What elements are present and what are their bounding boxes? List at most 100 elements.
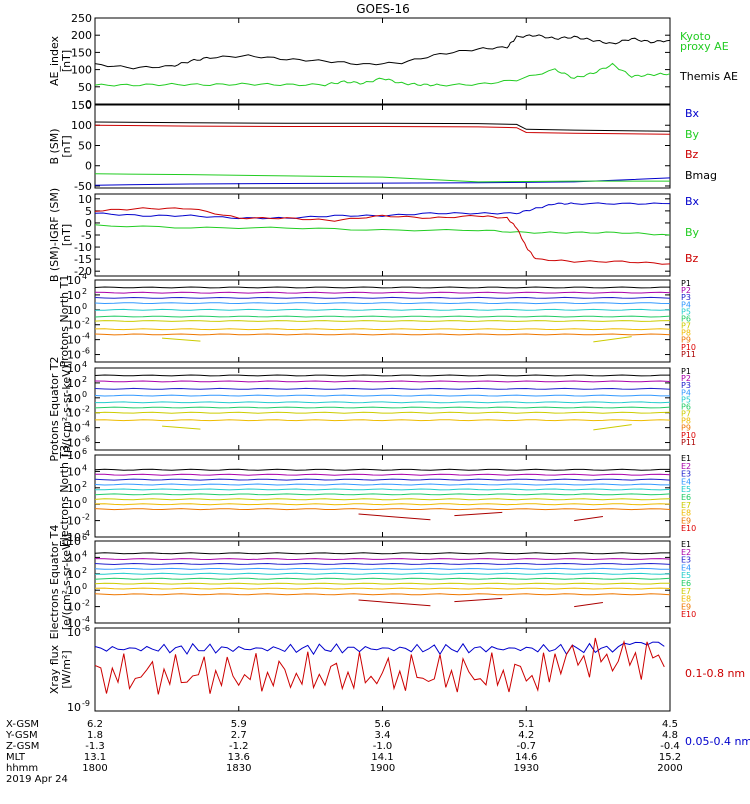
flux-line-5-1 (95, 473, 671, 476)
ytick-exp-6-2: 0 (82, 582, 87, 591)
channel-label-5-6: E7 (681, 501, 691, 510)
flux-line-3-7 (94, 328, 671, 331)
series-line-igrf-1 (94, 224, 671, 236)
series-line-bsm-2 (94, 124, 671, 135)
legend-label-ae-0: Kyoto (680, 30, 711, 43)
legend-label-igrf-1: By (685, 226, 700, 239)
channel-label-5-4: E5 (681, 485, 691, 494)
ytick-label-2-6: 10 (78, 193, 92, 206)
channel-label-6-7: E8 (681, 595, 691, 604)
channel-label-4-9: P10 (681, 431, 696, 440)
panel-frame-2 (94, 193, 671, 277)
orbit-row-label-3: MLT (6, 752, 26, 763)
flux-line-6-7 (94, 587, 671, 590)
ytick-exp-4-0: -6 (82, 435, 90, 444)
orbit-value-3-3: 14.6 (515, 752, 537, 763)
flux-line-3-8 (94, 333, 671, 336)
ytick-label-0-4: 200 (71, 29, 92, 42)
orbit-value-2-2: -1.0 (373, 741, 393, 752)
ytick-label-2-4: 0 (85, 217, 92, 230)
ytick-label-6-3: 10 (67, 568, 81, 581)
ytick-label-4-4: 10 (67, 377, 81, 390)
channel-label-5-8: E9 (681, 516, 691, 525)
ytick-label-2-2: -10 (74, 241, 92, 254)
ytick-exp-5-3: 2 (82, 480, 87, 489)
panel-frame-4 (94, 367, 671, 451)
ytick-label-0-2: 100 (71, 64, 92, 77)
ytick-label-0-5: 250 (71, 12, 92, 25)
orbit-value-1-3: 4.2 (518, 730, 534, 741)
orbit-value-4-3: 1930 (514, 763, 539, 774)
orbit-value-4-4: 2000 (657, 763, 682, 774)
ytick-label-1-1: 0 (85, 160, 92, 173)
orbit-value-1-1: 2.7 (231, 730, 247, 741)
flux-line-6-1 (94, 558, 671, 561)
ylabel-unit-0: [nT] (60, 50, 73, 72)
panel-frame-0 (94, 17, 671, 105)
orbit-value-4-1: 1830 (226, 763, 251, 774)
ytick-label-6-2: 10 (67, 584, 81, 597)
ytick-exp-6-0: -4 (82, 615, 90, 624)
ytick-label-1-0: -50 (74, 180, 92, 193)
channel-label-6-4: E5 (681, 571, 691, 580)
ytick-label-1-4: 150 (71, 99, 92, 112)
flux-line-6-0 (94, 552, 670, 555)
orbit-value-2-1: -1.2 (229, 741, 249, 752)
ylabel-7: Xray flux (48, 644, 61, 694)
flux-segment-4-1 (593, 424, 632, 431)
orbit-value-1-4: 4.8 (662, 730, 678, 741)
flux-segment-5-2 (574, 516, 603, 522)
channel-label-6-1: E2 (681, 548, 691, 557)
channel-label-3-0: P1 (681, 279, 691, 288)
orbit-value-4-2: 1900 (370, 763, 395, 774)
ytick-exp-5-0: -4 (82, 529, 90, 538)
orbit-value-0-4: 4.5 (662, 719, 678, 730)
ytick-exp-5-1: -2 (82, 513, 90, 522)
ytick-exp-3-3: 0 (82, 302, 87, 311)
orbit-value-1-0: 1.8 (87, 730, 103, 741)
ytick-label-2-1: -15 (74, 253, 92, 266)
channel-label-4-8: P9 (681, 424, 691, 433)
ytick-exp-4-3: 0 (82, 390, 87, 399)
panel-frame-1 (94, 104, 671, 189)
ytick-exp-6-4: 4 (82, 549, 87, 558)
flux-line-5-4 (95, 488, 671, 491)
channel-label-3-4: P5 (681, 307, 691, 316)
channel-label-5-1: E2 (681, 462, 691, 471)
legend-label-bsm-2: Bz (685, 148, 699, 161)
series-line-ae-0 (94, 62, 671, 87)
ytick-exp-4-4: 2 (82, 375, 87, 384)
flux-segment-6-1 (454, 597, 503, 603)
flux-line-4-5 (94, 406, 671, 409)
ylabel-1: B (SM) (48, 128, 61, 164)
channel-label-6-0: E1 (681, 540, 691, 549)
flux-line-3-0 (94, 286, 670, 289)
flux-line-5-0 (94, 468, 670, 471)
ytick-label-1-3: 100 (71, 119, 92, 132)
channel-label-3-10: P11 (681, 350, 696, 359)
ylabel-0: AE_index (48, 35, 61, 86)
ytick-label-3-2: 10 (67, 319, 81, 332)
flux-line-5-5 (94, 493, 671, 496)
channel-label-4-0: P1 (681, 367, 691, 376)
orbit-table: X-GSM 6.2 5.9 5.6 5.1 4.5 Y-GSM 1.8 2.7 3.4 4.2 4.8… (5, 719, 683, 785)
legend-label-bsm-3: Bmag (685, 169, 717, 182)
ytick-label-5-5: 10 (67, 449, 81, 462)
ylabel-2: B (SM)-IGRF (SM) (48, 188, 61, 282)
ytick-exp-4-5: 4 (82, 360, 87, 369)
orbit-value-0-0: 6.2 (87, 719, 103, 730)
ytick-exp-3-4: 2 (82, 287, 87, 296)
series-line-igrf-0 (94, 202, 671, 220)
ytick-label-2-5: 5 (85, 205, 92, 218)
orbit-value-3-4: 15.2 (659, 752, 681, 763)
flux-line-3-4 (95, 308, 671, 311)
ylabel-6: Electrons Equator T4 (48, 525, 61, 640)
ytick-label-3-3: 10 (67, 304, 81, 317)
orbit-value-4-0: 1800 (82, 763, 107, 774)
flux-line-5-7 (94, 503, 671, 506)
channel-label-3-3: P4 (681, 300, 691, 309)
flux-line-5-6 (94, 498, 671, 501)
ytick-label-3-0: 10 (67, 349, 81, 362)
ytick-label-4-0: 10 (67, 437, 81, 450)
channel-label-5-9: E10 (681, 524, 696, 533)
